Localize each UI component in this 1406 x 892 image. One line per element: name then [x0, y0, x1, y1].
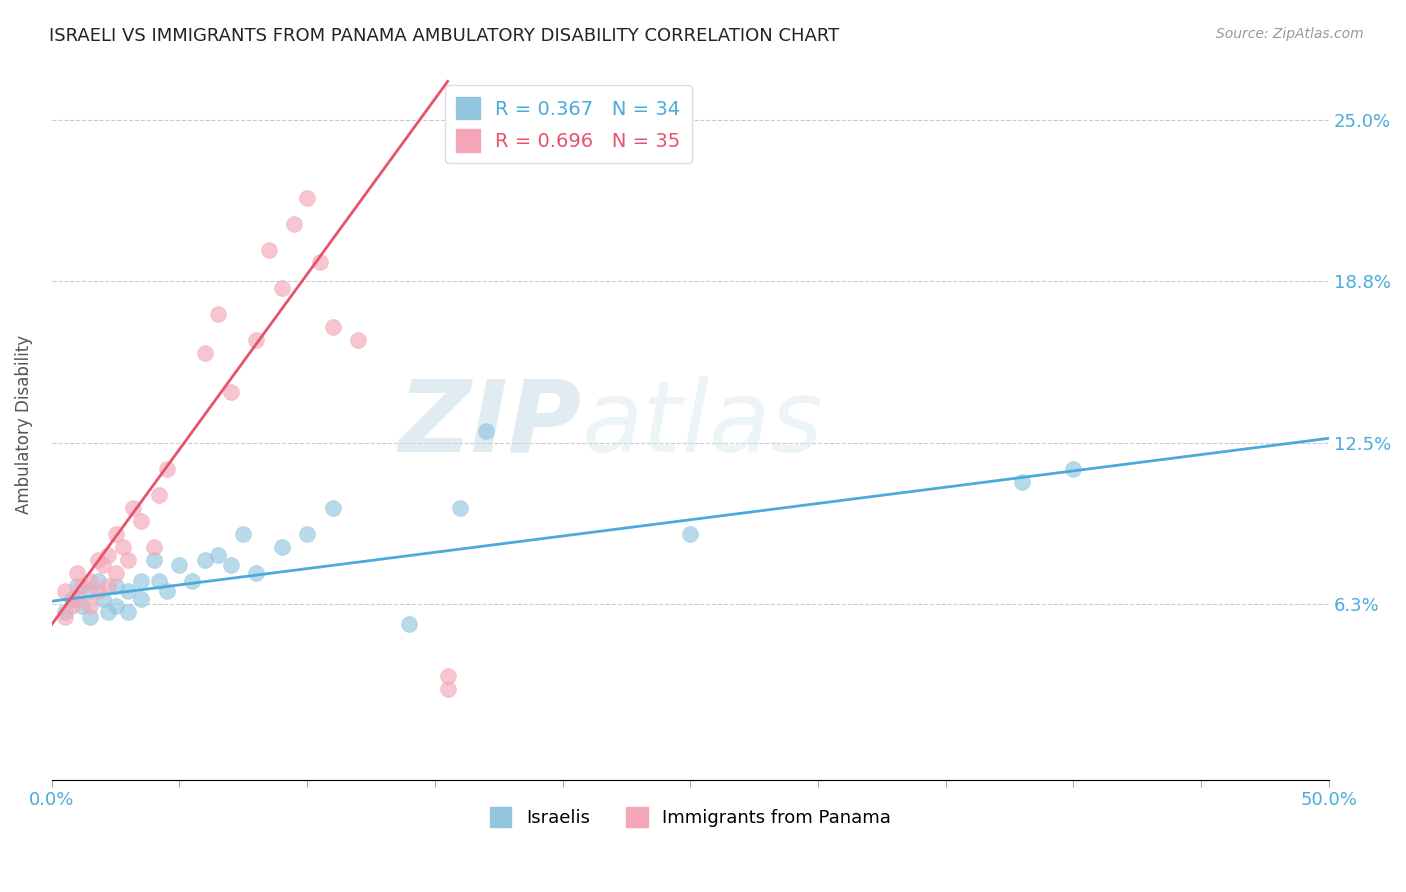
Point	[283, 217, 305, 231]
Text: ISRAELI VS IMMIGRANTS FROM PANAMA AMBULATORY DISABILITY CORRELATION CHART: ISRAELI VS IMMIGRANTS FROM PANAMA AMBULA…	[49, 27, 839, 45]
Point	[148, 488, 170, 502]
Point	[117, 553, 139, 567]
Point	[104, 527, 127, 541]
Point	[322, 501, 344, 516]
Point	[270, 281, 292, 295]
Point	[347, 333, 370, 347]
Point	[87, 574, 110, 588]
Point	[245, 566, 267, 580]
Point	[66, 591, 89, 606]
Point	[219, 384, 242, 399]
Point	[104, 566, 127, 580]
Point	[398, 617, 420, 632]
Point	[194, 553, 217, 567]
Text: Source: ZipAtlas.com: Source: ZipAtlas.com	[1216, 27, 1364, 41]
Text: atlas: atlas	[582, 376, 824, 473]
Point	[207, 307, 229, 321]
Point	[142, 553, 165, 567]
Point	[87, 583, 110, 598]
Point	[104, 579, 127, 593]
Point	[129, 574, 152, 588]
Point	[79, 583, 101, 598]
Y-axis label: Ambulatory Disability: Ambulatory Disability	[15, 334, 32, 514]
Point	[142, 540, 165, 554]
Text: ZIP: ZIP	[399, 376, 582, 473]
Point	[97, 548, 120, 562]
Point	[53, 609, 76, 624]
Point	[112, 540, 135, 554]
Point	[295, 191, 318, 205]
Point	[129, 591, 152, 606]
Point	[72, 579, 94, 593]
Point	[91, 558, 114, 572]
Point	[156, 462, 179, 476]
Point	[87, 553, 110, 567]
Point	[97, 579, 120, 593]
Point	[117, 583, 139, 598]
Point	[679, 527, 702, 541]
Point	[148, 574, 170, 588]
Point	[72, 599, 94, 614]
Point	[79, 599, 101, 614]
Point	[97, 605, 120, 619]
Point	[207, 548, 229, 562]
Point	[104, 599, 127, 614]
Point	[117, 605, 139, 619]
Point	[309, 255, 332, 269]
Point	[475, 424, 498, 438]
Point	[53, 605, 76, 619]
Point	[66, 566, 89, 580]
Point	[122, 501, 145, 516]
Point	[245, 333, 267, 347]
Point	[66, 579, 89, 593]
Point	[270, 540, 292, 554]
Point	[91, 591, 114, 606]
Point	[194, 346, 217, 360]
Point	[436, 669, 458, 683]
Point	[156, 583, 179, 598]
Point	[79, 574, 101, 588]
Point	[1062, 462, 1084, 476]
Point	[60, 591, 83, 606]
Point	[60, 599, 83, 614]
Point	[53, 583, 76, 598]
Point	[449, 501, 471, 516]
Point	[1011, 475, 1033, 490]
Point	[181, 574, 204, 588]
Point	[295, 527, 318, 541]
Point	[232, 527, 254, 541]
Point	[257, 243, 280, 257]
Legend: Israelis, Immigrants from Panama: Israelis, Immigrants from Panama	[482, 799, 898, 835]
Point	[436, 682, 458, 697]
Point	[129, 514, 152, 528]
Point	[79, 609, 101, 624]
Point	[169, 558, 191, 572]
Point	[219, 558, 242, 572]
Point	[322, 320, 344, 334]
